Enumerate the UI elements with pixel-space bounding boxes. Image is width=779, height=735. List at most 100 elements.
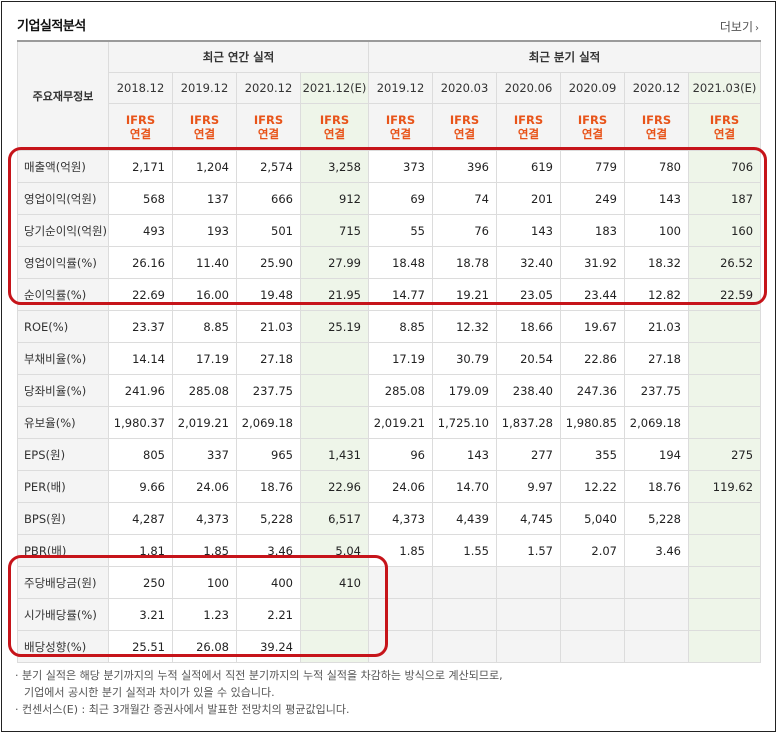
header-standard: IFRS 연결	[300, 103, 369, 151]
table-cell: 19.48	[236, 278, 301, 311]
table-cell: 25.51	[108, 630, 173, 663]
table-cell	[687, 406, 762, 439]
table-cell: 11.40	[172, 246, 237, 279]
table-cell: 143	[432, 438, 497, 471]
table-cell: 247.36	[560, 374, 625, 407]
table-cell: 17.19	[172, 342, 237, 375]
header-standard-consolidated: 연결	[453, 127, 476, 141]
section-title: 기업실적분석	[17, 19, 86, 34]
table-cell: 277	[496, 438, 561, 471]
header-standard: IFRS 연결	[236, 103, 301, 151]
row-label: 주당배당금(원)	[17, 566, 109, 599]
footnote-quarterly: · 분기 실적은 해당 분기까지의 누적 실적에서 직전 분기까지의 누적 실적…	[15, 669, 503, 682]
row-label: 시가배당률(%)	[17, 598, 109, 631]
financial-table: 주요재무정보 최근 연간 실적 최근 분기 실적 2018.12 2019.12 2020…	[17, 40, 762, 663]
table-row: 영업이익(억원) 568 137 666 912 69 74 201 249 143 187	[17, 182, 762, 215]
header-standard-ifrs: IFRS	[709, 113, 740, 127]
table-row: 부채비율(%) 14.14 17.19 27.18 17.19 30.79 20.54 22.…	[17, 342, 762, 375]
table-cell: 1.57	[496, 534, 561, 567]
table-cell: 100	[172, 566, 237, 599]
header-standard-consolidated: 연결	[713, 127, 736, 141]
table-cell: 14.77	[368, 278, 433, 311]
table-cell: 493	[108, 214, 173, 247]
table-cell: 2.21	[236, 598, 301, 631]
table-cell: 241.96	[108, 374, 173, 407]
header-standard: IFRS 연결	[432, 103, 497, 151]
header-standard-consolidated: 연결	[129, 127, 152, 141]
table-cell	[560, 598, 625, 631]
table-cell: 24.06	[172, 470, 237, 503]
table-cell: 119.62	[687, 470, 762, 503]
table-cell: 5,040	[560, 502, 625, 535]
table-row: PBR(배) 1.81 1.85 3.46 5.04 1.85 1.55 1.57 2.07 3.…	[17, 534, 762, 567]
table-cell: 2,069.18	[236, 406, 301, 439]
table-row: 주당배당금(원) 250 100 400 410	[17, 566, 762, 599]
header-standard-consolidated: 연결	[323, 127, 346, 141]
header-standard-ifrs: IFRS	[577, 113, 608, 127]
row-label: 영업이익률(%)	[17, 246, 109, 279]
table-cell: 8.85	[368, 310, 433, 343]
table-cell	[300, 630, 369, 663]
table-cell: 22.59	[687, 278, 762, 311]
table-cell: 965	[236, 438, 301, 471]
footnote-consensus: · 컨센서스(E) : 최근 3개월간 증권사에서 발표한 전망치의 평균값입니…	[15, 703, 350, 716]
table-row: EPS(원) 805 337 965 1,431 96 143 277 355 194 275	[17, 438, 762, 471]
table-cell: 55	[368, 214, 433, 247]
table-cell: 12.82	[624, 278, 689, 311]
table-cell: 179.09	[432, 374, 497, 407]
header-standard: IFRS 연결	[172, 103, 237, 151]
table-cell	[368, 630, 433, 663]
table-cell: 5.04	[300, 534, 369, 567]
table-cell	[687, 342, 762, 375]
table-cell: 193	[172, 214, 237, 247]
row-label: BPS(원)	[17, 502, 109, 535]
table-cell: 14.14	[108, 342, 173, 375]
table-cell: 2,019.21	[368, 406, 433, 439]
table-cell: 18.78	[432, 246, 497, 279]
header-annual-group: 최근 연간 실적	[108, 40, 369, 73]
table-cell	[496, 598, 561, 631]
table-cell: 1,980.85	[560, 406, 625, 439]
table-cell: 410	[300, 566, 369, 599]
table-cell	[560, 630, 625, 663]
header-standard-ifrs: IFRS	[641, 113, 672, 127]
table-cell: 26.16	[108, 246, 173, 279]
table-cell: 18.66	[496, 310, 561, 343]
table-cell	[624, 598, 689, 631]
table-cell: 6,517	[300, 502, 369, 535]
table-cell: 237.75	[624, 374, 689, 407]
table-cell: 187	[687, 182, 762, 215]
header-period-quarter: 2020.06	[496, 72, 561, 104]
table-cell	[687, 566, 762, 599]
table-cell	[432, 630, 497, 663]
table-cell: 20.54	[496, 342, 561, 375]
table-cell: 9.66	[108, 470, 173, 503]
table-cell: 27.18	[236, 342, 301, 375]
row-label: 순이익률(%)	[17, 278, 109, 311]
table-cell	[624, 630, 689, 663]
header-period-quarter: 2020.03	[432, 72, 497, 104]
table-cell: 18.32	[624, 246, 689, 279]
table-cell: 275	[687, 438, 762, 471]
table-cell: 2,171	[108, 150, 173, 183]
row-label: 유보율(%)	[17, 406, 109, 439]
table-cell: 18.76	[624, 470, 689, 503]
more-link[interactable]: 더보기 ›	[720, 18, 759, 35]
table-cell: 39.24	[236, 630, 301, 663]
row-label: PBR(배)	[17, 534, 109, 567]
header-standard-consolidated: 연결	[389, 127, 412, 141]
header-standard-ifrs: IFRS	[385, 113, 416, 127]
table-cell: 19.67	[560, 310, 625, 343]
table-row: 순이익률(%) 22.69 16.00 19.48 21.95 14.77 19.21 23.…	[17, 278, 762, 311]
table-cell: 23.44	[560, 278, 625, 311]
table-row: 매출액(억원) 2,171 1,204 2,574 3,258 373 396 619 779 7…	[17, 150, 762, 183]
table-cell: 8.85	[172, 310, 237, 343]
header-standard: IFRS 연결	[368, 103, 433, 151]
table-cell: 30.79	[432, 342, 497, 375]
header-standard-consolidated: 연결	[517, 127, 540, 141]
table-cell: 706	[687, 150, 762, 183]
header-standard-ifrs: IFRS	[253, 113, 284, 127]
table-cell: 69	[368, 182, 433, 215]
table-cell: 805	[108, 438, 173, 471]
